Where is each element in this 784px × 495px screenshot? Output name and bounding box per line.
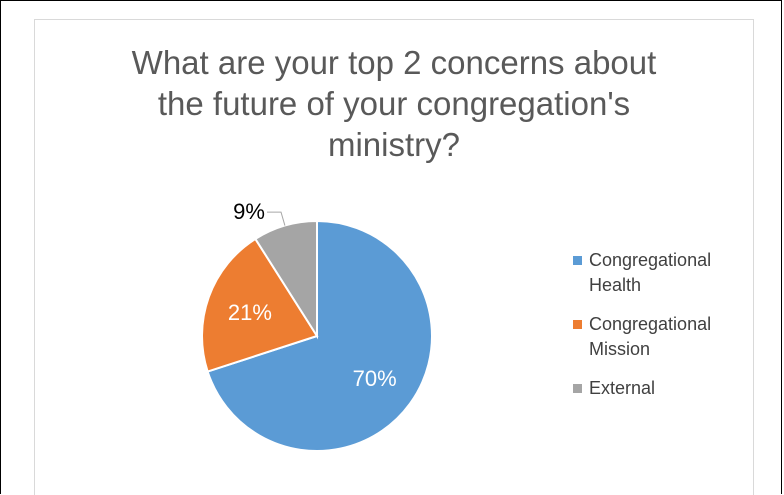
data-label-external: 9% — [233, 199, 265, 224]
chart-title-line-1: What are your top 2 concerns about — [131, 44, 657, 81]
legend-label-congregational-mission-line-1: Congregational — [589, 314, 712, 334]
data-label-congregational-health: 70% — [353, 366, 397, 391]
legend-label-congregational-health-line-2: Health — [589, 275, 642, 295]
pie-slice-congregational-mission — [201, 237, 319, 373]
legend-item-congregational-health: Congregational Health — [573, 248, 711, 298]
legend-label-congregational-mission-line-2: Mission — [589, 339, 651, 359]
legend-item-external: External — [573, 376, 711, 401]
data-label-congregational-mission: 21% — [228, 300, 272, 325]
legend-swatch-external — [573, 384, 582, 393]
legend-swatch-congregational-mission — [573, 320, 582, 329]
legend-label-external: External — [589, 378, 656, 398]
legend-item-congregational-mission: Congregational Mission — [573, 312, 711, 362]
chart-title-line-3: ministry? — [327, 126, 461, 163]
chart-legend: Congregational Health Congregational Mis… — [573, 248, 711, 415]
leader-line-external — [267, 211, 286, 226]
chart-title-line-2: the future of your congregation's — [157, 85, 631, 122]
legend-label-congregational-health-line-1: Congregational — [589, 250, 712, 270]
pie-slice-congregational-health — [206, 219, 433, 452]
chart-title: What are your top 2 concerns about the f… — [34, 42, 754, 165]
legend-swatch-congregational-health — [573, 256, 582, 265]
